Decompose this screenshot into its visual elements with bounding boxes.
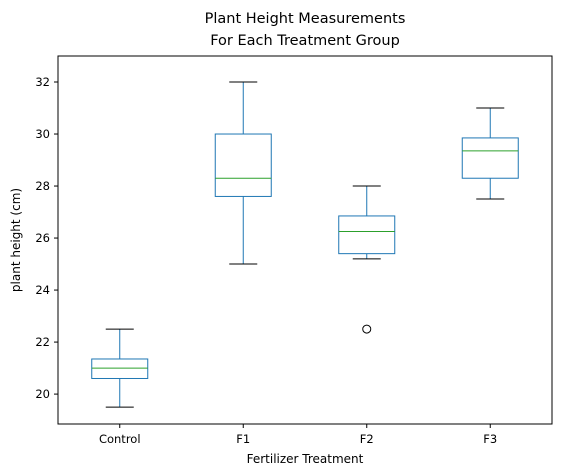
box-iqr xyxy=(461,137,519,179)
y-tick-label: 26 xyxy=(35,231,50,245)
box-iqr xyxy=(338,215,396,255)
box-iqr xyxy=(91,358,149,379)
x-tick-label: F2 xyxy=(360,432,374,446)
box-f1 xyxy=(214,81,272,265)
box-f3 xyxy=(461,107,519,200)
x-axis-label: Fertilizer Treatment xyxy=(247,452,364,466)
y-tick-label: 20 xyxy=(35,387,50,401)
chart-title-line-2: For Each Treatment Group xyxy=(210,33,400,49)
plot-area xyxy=(91,81,519,408)
y-axis-label: plant height (cm) xyxy=(9,188,23,292)
y-tick-label: 28 xyxy=(35,179,50,193)
chart-title-line-1: Plant Height Measurements xyxy=(205,11,406,27)
outlier-point xyxy=(362,324,372,334)
y-tick-label: 24 xyxy=(35,283,50,297)
y-tick-label: 22 xyxy=(35,335,50,349)
y-tick-label: 30 xyxy=(35,127,50,141)
box-iqr xyxy=(214,133,272,197)
x-tick-label: F3 xyxy=(483,432,497,446)
y-tick-label: 32 xyxy=(35,75,50,89)
box-control xyxy=(91,328,149,408)
plot-frame xyxy=(57,55,553,425)
x-tick-label: F1 xyxy=(236,432,250,446)
x-tick-label: Control xyxy=(99,432,141,446)
box-f2 xyxy=(338,185,396,334)
